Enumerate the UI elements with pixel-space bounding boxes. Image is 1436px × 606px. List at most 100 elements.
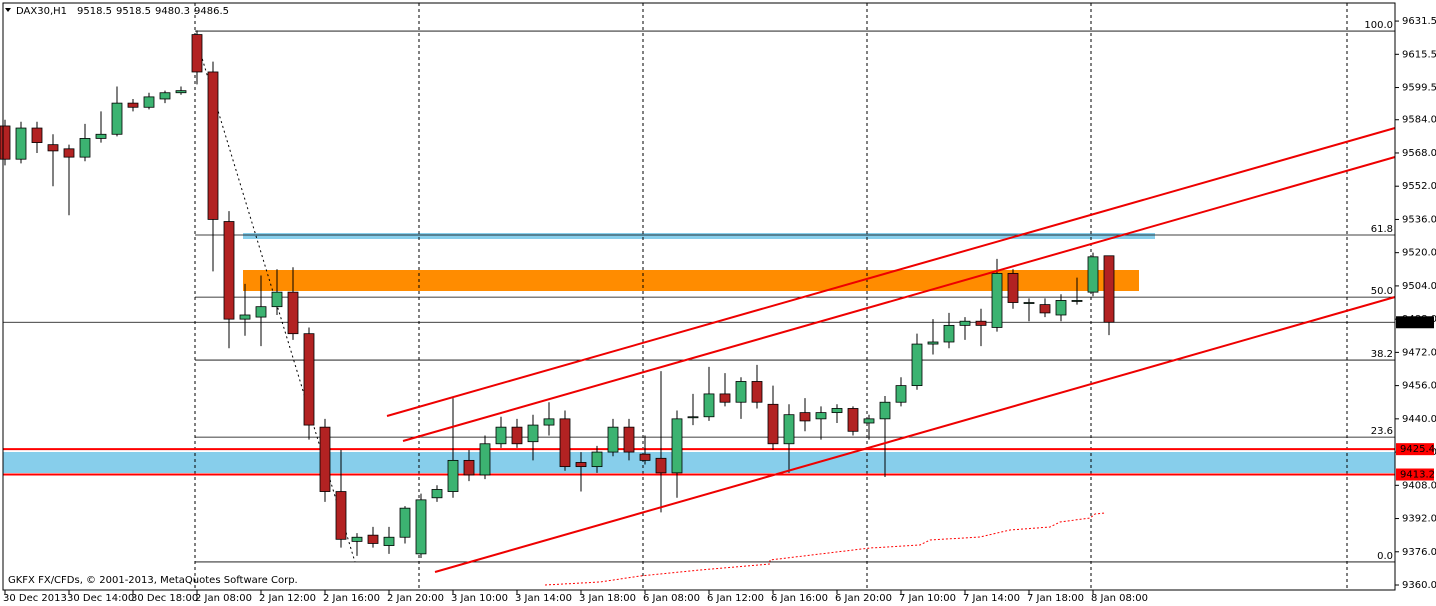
x-tick-label: 30 Dec 2013 [3, 593, 67, 604]
candle-body [687, 416, 699, 419]
candle-body [527, 424, 539, 443]
candle-body [639, 453, 651, 461]
candle-body [431, 489, 443, 499]
candle-body [719, 393, 731, 403]
candle-body [1039, 304, 1051, 314]
x-tick-label: 2 Jan 08:00 [195, 593, 252, 604]
x-tick-label: 7 Jan 14:00 [963, 593, 1020, 604]
current-price-box [1396, 316, 1434, 329]
price-label-box [1396, 443, 1434, 456]
candle-body [191, 34, 203, 73]
y-tick-label: 9599.5 [1402, 83, 1436, 94]
menu-icon [5, 8, 11, 12]
candle-body [959, 320, 971, 326]
candle-body [751, 381, 763, 403]
plot-area [0, 30, 1395, 563]
candle-body [399, 507, 411, 538]
low-value: 9480.3 [155, 6, 190, 17]
x-tick-label: 3 Jan 10:00 [451, 593, 508, 604]
support-zone [3, 452, 1395, 473]
open-value: 9518.5 [77, 6, 112, 17]
symbol: DAX30,H1 [16, 6, 67, 17]
x-tick-label: 30 Dec 14:00 [67, 593, 134, 604]
x-tick-label: 30 Dec 18:00 [131, 593, 198, 604]
candle-body [463, 459, 475, 476]
x-tick-label: 6 Jan 16:00 [771, 593, 828, 604]
y-tick-label: 9536.0 [1402, 214, 1436, 225]
fibo-label: 0.0 [1377, 551, 1393, 562]
x-tick-label: 7 Jan 18:00 [1027, 593, 1084, 604]
x-tick-label: 8 Jan 08:00 [1091, 593, 1148, 604]
candle-body [1071, 300, 1083, 302]
candle-body [207, 71, 219, 220]
indicator-line [544, 512, 1106, 586]
price-label: 9425.4 [1400, 444, 1435, 455]
y-tick-label: 9504.0 [1402, 281, 1436, 292]
candle-body [111, 102, 123, 135]
y-tick-label: 9408.0 [1402, 480, 1436, 491]
candle-body [63, 148, 75, 158]
candle-body [287, 291, 299, 335]
plot-border [2, 2, 1396, 591]
candle-body [975, 320, 987, 326]
y-tick-label: 9376.0 [1402, 547, 1436, 558]
candle-body [767, 403, 779, 445]
candle-body [127, 102, 139, 108]
candle-body [1007, 273, 1019, 303]
fibo-label: 61.8 [1371, 224, 1393, 235]
candle-body [367, 534, 379, 544]
channel-lines [386, 127, 1396, 573]
y-tick-label: 9584.0 [1402, 115, 1436, 126]
candle-body [303, 333, 315, 426]
candle-body [239, 314, 251, 320]
candle-body [95, 133, 107, 139]
candle-body [511, 426, 523, 445]
candle-body [623, 426, 635, 453]
candle-body [255, 306, 267, 318]
y-tick-label: 9360.0 [1402, 580, 1436, 591]
x-tick-label: 3 Jan 14:00 [515, 593, 572, 604]
candle-body [559, 418, 571, 468]
x-tick-label: 2 Jan 20:00 [387, 593, 444, 604]
fibo-label: 23.6 [1371, 426, 1393, 437]
resistance-zone [243, 233, 1155, 239]
candle-body [895, 385, 907, 403]
candle-body [415, 499, 427, 555]
candle-body [1103, 255, 1115, 323]
high-value: 9518.5 [116, 6, 151, 17]
y-tick-label: 9520.0 [1402, 248, 1436, 259]
candle-body [927, 341, 939, 345]
x-tick-label: 2 Jan 12:00 [259, 593, 316, 604]
candle-body [143, 96, 155, 108]
candle-body [863, 418, 875, 424]
candle-body [319, 426, 331, 492]
x-tick-label: 6 Jan 12:00 [707, 593, 764, 604]
fibo-label: 100.0 [1364, 20, 1393, 31]
candle-body [447, 459, 459, 492]
candle-body [1087, 256, 1099, 293]
y-tick-label: 9456.0 [1402, 381, 1436, 392]
candle-body [271, 291, 283, 308]
candle-body [815, 412, 827, 420]
x-tick-label: 3 Jan 18:00 [579, 593, 636, 604]
day-separators [194, 3, 1348, 590]
price-label: 9413.2 [1400, 470, 1435, 481]
candle-body [1023, 302, 1035, 304]
candle-body [543, 418, 555, 426]
candle-body [703, 393, 715, 418]
y-tick-label: 9615.5 [1402, 49, 1436, 60]
close-value: 9486.5 [194, 6, 229, 17]
candle-body [671, 418, 683, 474]
candle-body [31, 127, 43, 143]
candle-body [335, 491, 347, 540]
candle-body [495, 426, 507, 445]
x-tick-label: 6 Jan 08:00 [643, 593, 700, 604]
candle-body [831, 408, 843, 414]
copyright: GKFX FX/CFDs, © 2001-2013, MetaQuotes So… [8, 575, 298, 586]
candle-body [223, 221, 235, 320]
fibo-label: 50.0 [1371, 286, 1393, 297]
y-tick-label: 9552.0 [1402, 181, 1436, 192]
x-tick-label: 2 Jan 16:00 [323, 593, 380, 604]
